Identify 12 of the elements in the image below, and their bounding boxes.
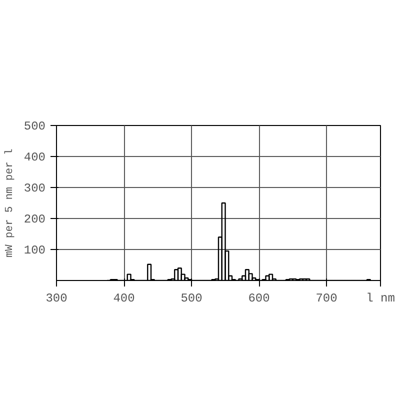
x-tick-label: l nm: [366, 292, 395, 306]
x-tick-label: 500: [180, 292, 202, 306]
x-tick-label: 600: [248, 292, 270, 306]
y-tick-label: 400: [24, 150, 46, 164]
y-tick-label: 100: [24, 244, 46, 258]
y-tick-label: 200: [24, 212, 46, 226]
y-tick-label: 500: [24, 120, 46, 134]
x-tick-label: 400: [113, 292, 135, 306]
x-tick-label: 300: [46, 292, 68, 306]
x-tick-label: 700: [316, 292, 338, 306]
y-tick-label: 300: [24, 182, 46, 196]
y-axis-title: mW per 5 nm per l: [4, 148, 16, 258]
